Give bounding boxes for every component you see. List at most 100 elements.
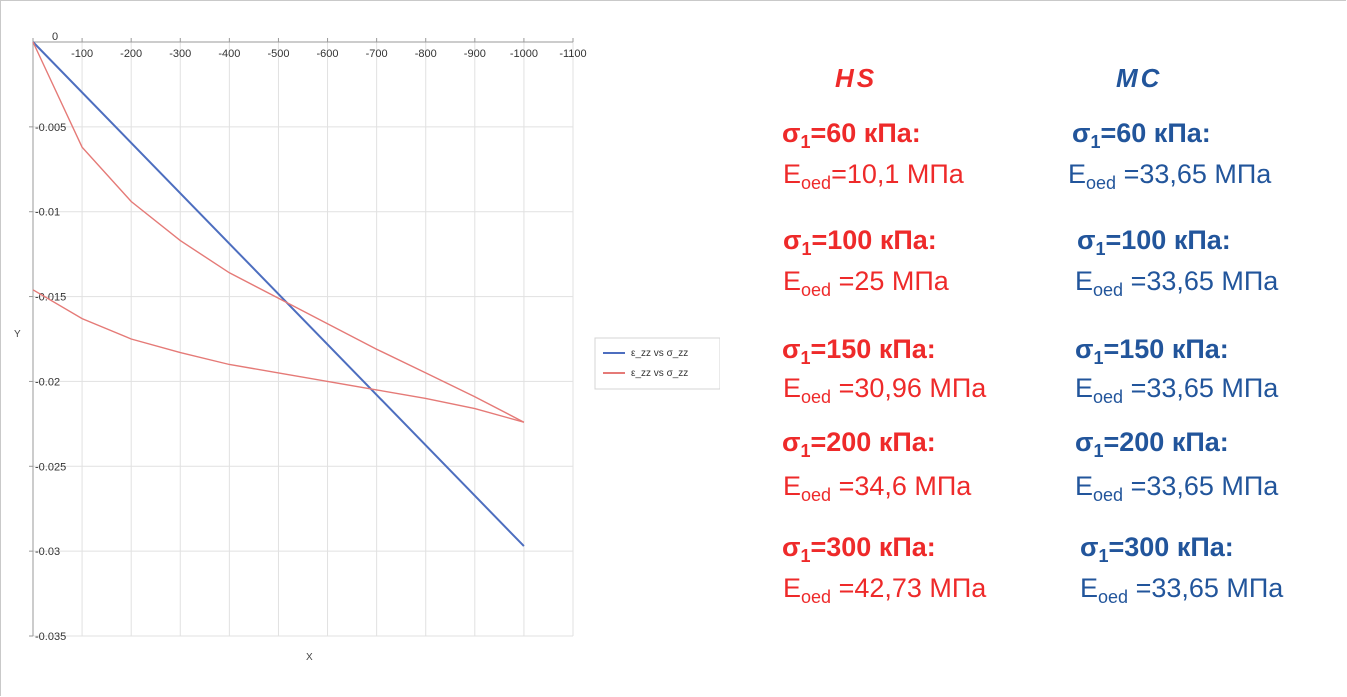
sigma-subscript: 1 xyxy=(1090,132,1101,152)
eoed-value: =33,65 МПа xyxy=(1123,471,1279,501)
mc-sigma-label: σ1=150 кПа: xyxy=(1075,334,1229,368)
sigma-subscript: 1 xyxy=(1093,348,1104,368)
sigma-value: =150 кПа: xyxy=(1103,334,1229,364)
sigma-subscript: 1 xyxy=(800,546,811,566)
e-subscript: oed xyxy=(1093,485,1124,505)
e-symbol: E xyxy=(1075,471,1094,501)
mc-eoed-value: Eoed =33,65 МПа xyxy=(1075,372,1278,407)
eoed-value: =10,1 МПа xyxy=(831,159,964,189)
mc-eoed-value: Eoed =33,65 МПа xyxy=(1080,572,1283,607)
y-tick-label: -0.015 xyxy=(35,292,66,304)
mc-eoed-value: Eoed =33,65 МПа xyxy=(1068,158,1271,193)
eoed-value: =33,65 МПа xyxy=(1123,373,1279,403)
e-symbol: E xyxy=(783,266,802,296)
eoed-value: =34,6 МПа xyxy=(831,471,972,501)
sigma-value: =200 кПа: xyxy=(810,427,936,457)
mc-title: MC xyxy=(1116,63,1163,93)
sigma-symbol: σ xyxy=(1077,225,1096,255)
sigma-subscript: 1 xyxy=(1093,441,1104,461)
sigma-symbol: σ xyxy=(782,532,801,562)
x-tick-label: -800 xyxy=(415,48,437,60)
mc-sigma-label: σ1=60 кПа: xyxy=(1072,118,1211,152)
chart-legend: ε_zz vs σ_zz ε_zz vs σ_zz xyxy=(594,337,720,390)
mc-sigma-label: σ1=300 кПа: xyxy=(1080,532,1234,566)
e-symbol: E xyxy=(783,159,802,189)
chart-grid xyxy=(33,42,574,637)
eoed-value: =42,73 МПа xyxy=(831,573,987,603)
x-tick-labels: 0 -100 -200 -300 -400 -500 -600 -700 -800 -900 -10… xyxy=(52,31,587,60)
e-subscript: oed xyxy=(801,387,832,407)
sigma-value: =60 кПа: xyxy=(1100,118,1211,148)
e-subscript: oed xyxy=(801,280,832,300)
mc-sigma-label: σ1=100 кПа: xyxy=(1077,225,1231,259)
x-tick-label: -900 xyxy=(464,48,486,60)
sigma-subscript: 1 xyxy=(800,441,811,461)
strain-stress-chart: 0 -100 -200 -300 -400 -500 -600 -700 -800 -900 -10… xyxy=(14,31,720,663)
sigma-subscript: 1 xyxy=(1095,239,1106,259)
x-tick-label: 0 xyxy=(52,31,58,43)
x-tick-label: -1000 xyxy=(510,48,538,60)
sigma-value: =150 кПа: xyxy=(810,334,936,364)
sigma-symbol: σ xyxy=(782,427,801,457)
y-axis-label: Y xyxy=(14,329,21,340)
legend-entry-label: ε_zz vs σ_zz xyxy=(631,368,688,379)
y-tick-label: -0.01 xyxy=(35,207,60,219)
y-tick-label: -0.02 xyxy=(35,376,60,388)
chart-series xyxy=(32,41,525,547)
hs-eoed-value: Eoed =34,6 МПа xyxy=(783,470,971,505)
sigma-subscript: 1 xyxy=(800,132,811,152)
eoed-value: =33,65 МПа xyxy=(1116,159,1272,189)
sigma-value: =300 кПа: xyxy=(810,532,936,562)
x-tick-label: -200 xyxy=(120,48,142,60)
sigma-value: =200 кПа: xyxy=(1103,427,1229,457)
y-tick-label: -0.035 xyxy=(35,631,66,643)
hs-sigma-label: σ1=150 кПа: xyxy=(782,334,936,368)
hs-sigma-label: σ1=60 кПа: xyxy=(782,118,921,152)
e-subscript: oed xyxy=(801,587,832,607)
hs-title: HS xyxy=(835,63,878,93)
x-tick-label: -400 xyxy=(218,48,240,60)
y-tick-label: -0.03 xyxy=(35,546,60,558)
series-line-2 xyxy=(32,41,525,423)
hs-eoed-value: Eoed=10,1 МПа xyxy=(783,158,964,193)
e-symbol: E xyxy=(783,373,802,403)
legend-entry-label: ε_zz vs σ_zz xyxy=(631,348,688,359)
sigma-symbol: σ xyxy=(782,334,801,364)
e-symbol: E xyxy=(1080,573,1099,603)
mc-eoed-value: Eoed =33,65 МПа xyxy=(1075,470,1278,505)
eoed-value: =30,96 МПа xyxy=(831,373,987,403)
sigma-value: =300 кПа: xyxy=(1108,532,1234,562)
x-tick-label: -500 xyxy=(267,48,289,60)
x-tick-label: -300 xyxy=(169,48,191,60)
sigma-value: =60 кПа: xyxy=(810,118,921,148)
e-symbol: E xyxy=(1075,266,1094,296)
chart-axes xyxy=(29,38,574,637)
legend-box xyxy=(594,337,720,390)
series-line-3 xyxy=(32,289,525,423)
e-subscript: oed xyxy=(1098,587,1129,607)
e-symbol: E xyxy=(783,573,802,603)
x-tick-label: -600 xyxy=(317,48,339,60)
sigma-symbol: σ xyxy=(1075,334,1094,364)
x-tick-label: -100 xyxy=(71,48,93,60)
hs-sigma-label: σ1=100 кПа: xyxy=(783,225,937,259)
eoed-value: =33,65 МПа xyxy=(1128,573,1284,603)
series-line-1 xyxy=(32,41,525,547)
sigma-symbol: σ xyxy=(782,118,801,148)
mc-sigma-label: σ1=200 кПа: xyxy=(1075,427,1229,461)
eoed-value: =33,65 МПа xyxy=(1123,266,1279,296)
y-tick-label: -0.005 xyxy=(35,122,66,134)
x-tick-label: -1100 xyxy=(559,48,586,60)
sigma-symbol: σ xyxy=(1080,532,1099,562)
e-symbol: E xyxy=(783,471,802,501)
x-tick-label: -700 xyxy=(366,48,388,60)
y-tick-label: -0.025 xyxy=(35,461,66,473)
sigma-symbol: σ xyxy=(1075,427,1094,457)
e-subscript: oed xyxy=(801,173,832,193)
e-symbol: E xyxy=(1075,373,1094,403)
hs-eoed-value: Eoed =42,73 МПа xyxy=(783,572,986,607)
e-subscript: oed xyxy=(1093,280,1124,300)
sigma-symbol: σ xyxy=(1072,118,1091,148)
hs-sigma-label: σ1=300 кПа: xyxy=(782,532,936,566)
